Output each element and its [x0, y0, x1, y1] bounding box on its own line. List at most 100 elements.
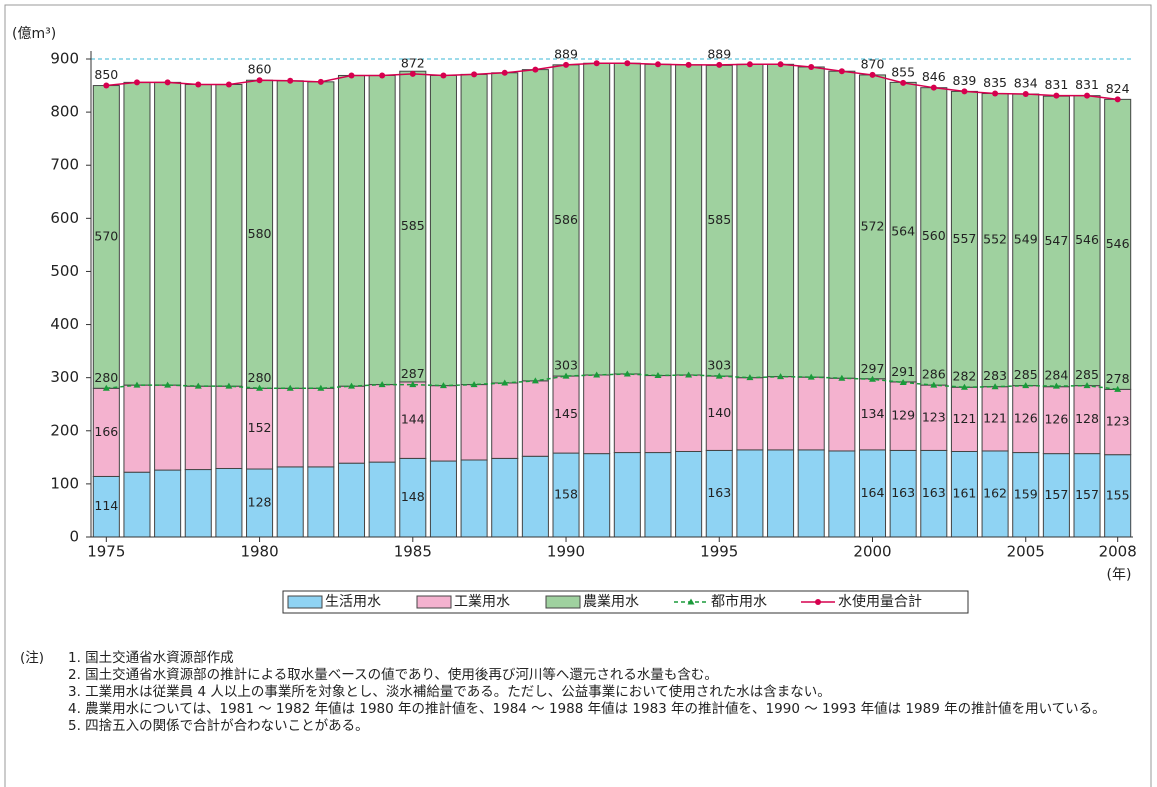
data-label: 585 — [707, 212, 731, 227]
x-tick-label: 1980 — [240, 543, 278, 561]
legend-swatch — [287, 595, 323, 609]
bar-segment — [736, 377, 764, 451]
bar-segment — [1073, 453, 1101, 538]
marker — [654, 61, 661, 68]
bar-segment — [429, 385, 457, 462]
note-item: 4. 農業用水については、1981 ～ 1982 年値は 1980 年の推計値を… — [68, 701, 1106, 717]
marker — [593, 60, 600, 67]
marker — [624, 60, 631, 67]
y-tick-label: 700 — [50, 156, 79, 174]
marker — [930, 381, 938, 388]
data-label: 889 — [707, 46, 731, 61]
x-axis-label: (年) — [1107, 567, 1132, 583]
data-label: 126 — [1044, 412, 1068, 427]
marker — [900, 79, 907, 86]
data-label: 850 — [94, 67, 118, 82]
bar-segment — [521, 69, 549, 382]
data-label: 145 — [554, 406, 578, 421]
bar-segment — [460, 73, 488, 386]
data-label: 287 — [401, 366, 425, 381]
bar-segment — [276, 387, 304, 468]
bar-segment — [246, 468, 274, 538]
marker — [225, 382, 233, 389]
data-label: 572 — [861, 218, 885, 233]
bar-segment — [644, 452, 672, 538]
y-tick-label: 500 — [50, 262, 79, 280]
data-label: 560 — [922, 228, 946, 243]
data-label: 123 — [1106, 414, 1130, 429]
data-label: 546 — [1075, 232, 1099, 247]
line — [106, 62, 1118, 101]
bar-segment — [184, 83, 212, 387]
y-tick-label: 200 — [50, 421, 79, 439]
marker — [102, 384, 110, 391]
x-tick-label: 2008 — [1099, 543, 1137, 561]
data-label: 166 — [94, 424, 118, 439]
data-label: 839 — [953, 73, 977, 88]
data-label: 152 — [248, 420, 272, 435]
note-item: 5. 四捨五入の関係で合計が合わないことがある。 — [68, 718, 369, 734]
data-label: 547 — [1044, 233, 1068, 248]
marker — [563, 61, 570, 68]
marker — [991, 383, 999, 390]
bar-segment — [368, 461, 396, 538]
bar-segment — [613, 373, 641, 454]
marker — [501, 379, 509, 386]
bar-segment — [705, 375, 733, 451]
marker — [133, 381, 141, 388]
bar-segment — [552, 64, 580, 377]
legend-swatch — [416, 595, 452, 609]
bar-segment — [889, 449, 917, 538]
bar-segment — [399, 381, 427, 459]
bar-segment — [521, 455, 549, 538]
data-label: 552 — [983, 232, 1007, 247]
marker — [715, 372, 723, 379]
data-label: 157 — [1075, 487, 1099, 502]
data-label: 564 — [891, 224, 915, 239]
marker — [1084, 92, 1091, 99]
marker — [746, 61, 753, 68]
marker — [992, 90, 999, 97]
bar-segment — [1073, 385, 1101, 455]
data-label: 291 — [891, 364, 915, 379]
data-label: 549 — [1014, 231, 1038, 246]
data-label: 280 — [248, 370, 272, 385]
data-label: 831 — [1044, 77, 1068, 92]
bar-segment — [675, 374, 703, 452]
data-label: 285 — [1075, 367, 1099, 382]
marker — [716, 61, 723, 68]
data-label: 280 — [94, 370, 118, 385]
x-tick-label: 2005 — [1007, 543, 1045, 561]
marker — [225, 81, 232, 88]
marker — [409, 381, 417, 388]
y-tick-label: 400 — [50, 315, 79, 333]
bar-segment — [644, 375, 672, 454]
marker — [470, 381, 478, 388]
marker — [133, 79, 140, 86]
bar-segment — [276, 80, 304, 389]
bar-segment — [583, 62, 611, 376]
data-label: 546 — [1106, 236, 1130, 251]
data-label: 283 — [983, 368, 1007, 383]
bar-segment — [613, 452, 641, 538]
bar-segment — [767, 449, 795, 538]
marker — [961, 88, 968, 95]
bar-segment — [797, 376, 825, 451]
bar-segment — [552, 375, 580, 454]
bar-segment — [429, 460, 457, 538]
bar-segment — [337, 74, 366, 387]
bar-segment — [797, 66, 825, 378]
bar-segment — [246, 387, 274, 470]
bar-segment — [920, 384, 948, 451]
data-label: 159 — [1014, 486, 1038, 501]
data-label: 126 — [1014, 411, 1038, 426]
data-label: 163 — [707, 485, 731, 500]
bar-segment — [246, 79, 274, 389]
bar-segment — [123, 471, 151, 538]
bar-segment — [1042, 453, 1070, 538]
data-label: 157 — [1044, 487, 1068, 502]
marker — [746, 374, 754, 381]
bar-segment — [583, 374, 611, 455]
data-label: 129 — [891, 408, 915, 423]
